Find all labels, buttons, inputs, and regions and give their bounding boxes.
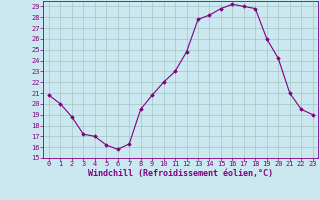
X-axis label: Windchill (Refroidissement éolien,°C): Windchill (Refroidissement éolien,°C) <box>88 169 273 178</box>
